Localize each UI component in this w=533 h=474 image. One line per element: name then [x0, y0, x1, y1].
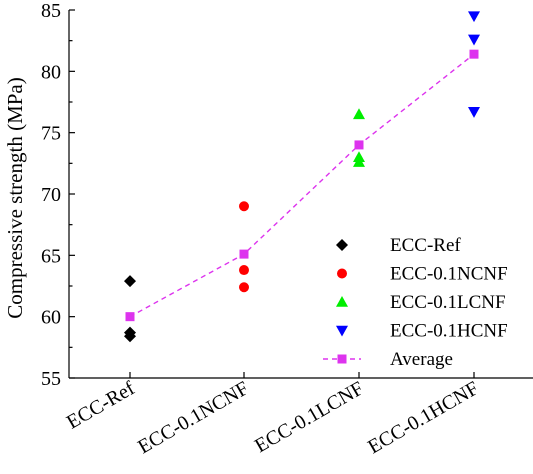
y-tick-label: 85: [41, 0, 61, 22]
x-tick-label: ECC-0.1HCNF: [364, 377, 482, 458]
data-point-ecc-0-1ncnf: [239, 265, 249, 276]
y-tick-label: 65: [41, 245, 61, 267]
y-axis-title: Compressive strength (MPa): [3, 77, 27, 318]
y-tick-label: 75: [41, 123, 61, 145]
axes-layer: 55606570758085ECC-RefECC-0.1NCNFECC-0.1L…: [41, 0, 533, 458]
average-point: [125, 312, 135, 322]
y-tick-label: 70: [41, 184, 61, 206]
legend-marker: [336, 239, 348, 251]
data-point-ecc-0-1lcnf: [353, 156, 365, 167]
legend-marker: [337, 354, 347, 364]
data-point-ecc-ref: [124, 275, 136, 288]
x-tick-label: ECC-Ref: [63, 377, 139, 433]
legend-marker: [336, 325, 348, 337]
average-point: [239, 249, 249, 259]
legend-label: ECC-Ref: [390, 235, 461, 256]
data-point-ecc-0-1hcnf: [468, 34, 480, 46]
legend-label: ECC-0.1HCNF: [390, 321, 508, 342]
y-tick-label: 60: [41, 307, 61, 329]
x-tick-label: ECC-0.1LCNF: [251, 377, 367, 457]
legend-label: Average: [390, 349, 453, 370]
average-line: [129, 53, 475, 318]
data-point-ecc-0-1hcnf: [468, 107, 480, 118]
average-point: [354, 140, 364, 150]
y-tick-label: 80: [41, 61, 61, 83]
data-point-ecc-0-1ncnf: [239, 282, 249, 293]
average-point: [469, 49, 479, 59]
legend-marker: [337, 268, 347, 279]
y-tick-label: 55: [41, 368, 61, 390]
legend-marker: [336, 296, 348, 307]
average-line-layer: [125, 49, 479, 322]
x-tick-label: ECC-0.1NCNF: [134, 377, 252, 458]
data-point-ecc-0-1lcnf: [353, 108, 365, 120]
data-point-ecc-ref: [124, 330, 136, 343]
legend-label: ECC-0.1LCNF: [390, 292, 506, 313]
legend-label: ECC-0.1NCNF: [390, 264, 508, 285]
legend: ECC-Ref ECC-0.1NCNF ECC-0.1LCNF ECC-0.1HCNF…: [323, 235, 508, 370]
points-layer: [124, 11, 480, 343]
data-point-ecc-0-1ncnf: [239, 201, 249, 212]
data-point-ecc-0-1hcnf: [468, 11, 480, 23]
